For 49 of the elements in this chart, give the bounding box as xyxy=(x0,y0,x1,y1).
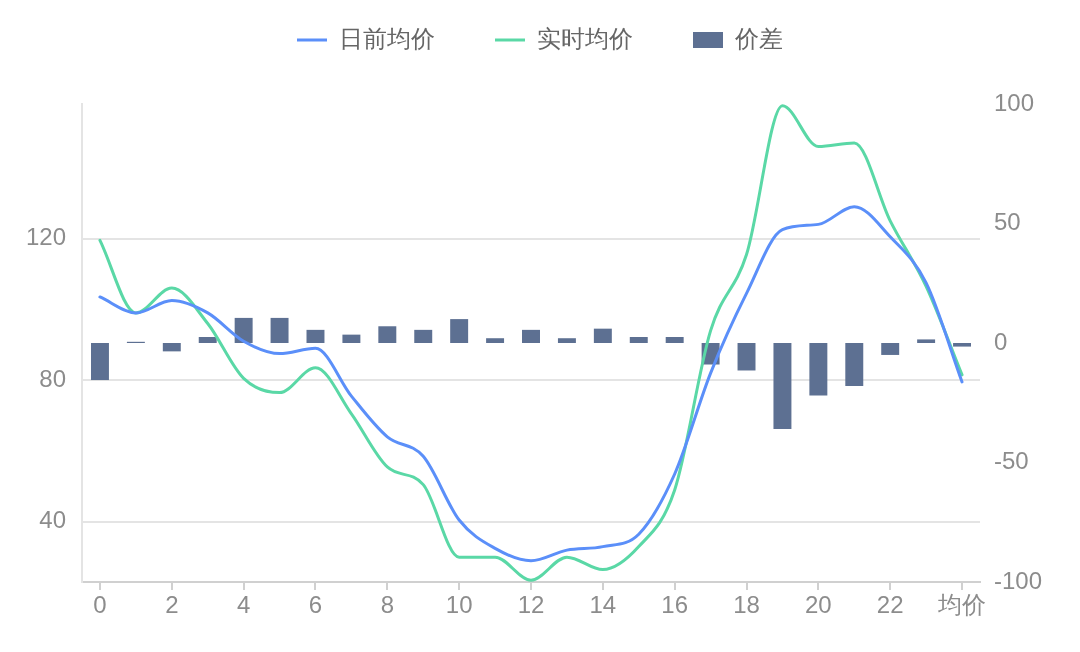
bar xyxy=(737,343,756,371)
y2-tick-label: 0 xyxy=(994,327,1008,355)
x-tick-label: 18 xyxy=(733,591,760,619)
x-tick-label: 2 xyxy=(165,591,179,619)
legend-label: 实时均价 xyxy=(537,24,633,52)
bar xyxy=(593,328,612,343)
x-tick-label: 6 xyxy=(308,591,323,619)
x-tick-label: 16 xyxy=(661,591,689,619)
bar xyxy=(557,338,576,343)
x-tick-label: 20 xyxy=(805,591,832,619)
x-tick-label: 10 xyxy=(445,591,473,619)
bar xyxy=(342,334,361,343)
bar xyxy=(162,343,181,352)
legend-label: 日前均价 xyxy=(339,24,435,52)
y2-tick-label: -50 xyxy=(994,447,1029,475)
y2-tick-label: 100 xyxy=(994,88,1035,116)
x-tick-label: 均价 xyxy=(937,591,987,619)
bar xyxy=(773,343,792,430)
y2-tick-label: -100 xyxy=(994,566,1043,594)
bar xyxy=(414,329,433,343)
bar xyxy=(917,339,936,343)
bar xyxy=(953,343,972,347)
y-tick-label: 40 xyxy=(39,506,66,534)
x-tick-label: 8 xyxy=(380,591,394,619)
legend-label: 价差 xyxy=(734,24,783,52)
y-tick-label: 80 xyxy=(39,364,66,392)
bar xyxy=(198,337,217,343)
bar xyxy=(845,343,864,387)
bar xyxy=(270,317,289,343)
bar xyxy=(629,337,648,343)
bar xyxy=(881,343,900,355)
bar xyxy=(450,319,469,343)
x-tick-label: 14 xyxy=(589,591,617,619)
y2-tick-label: 50 xyxy=(994,208,1021,236)
bar xyxy=(378,326,397,343)
y-tick-label: 120 xyxy=(25,223,66,251)
x-tick-label: 0 xyxy=(93,591,107,619)
x-tick-label: 12 xyxy=(517,591,545,619)
bar xyxy=(306,329,325,343)
x-tick-label: 4 xyxy=(236,591,251,619)
bar xyxy=(234,317,253,343)
line-series xyxy=(98,104,964,582)
bar xyxy=(665,337,684,343)
bar xyxy=(522,329,540,343)
bar xyxy=(90,343,109,381)
line-series xyxy=(98,205,964,563)
bar xyxy=(809,343,828,396)
x-tick-label: 22 xyxy=(876,591,904,619)
bar xyxy=(486,338,505,343)
